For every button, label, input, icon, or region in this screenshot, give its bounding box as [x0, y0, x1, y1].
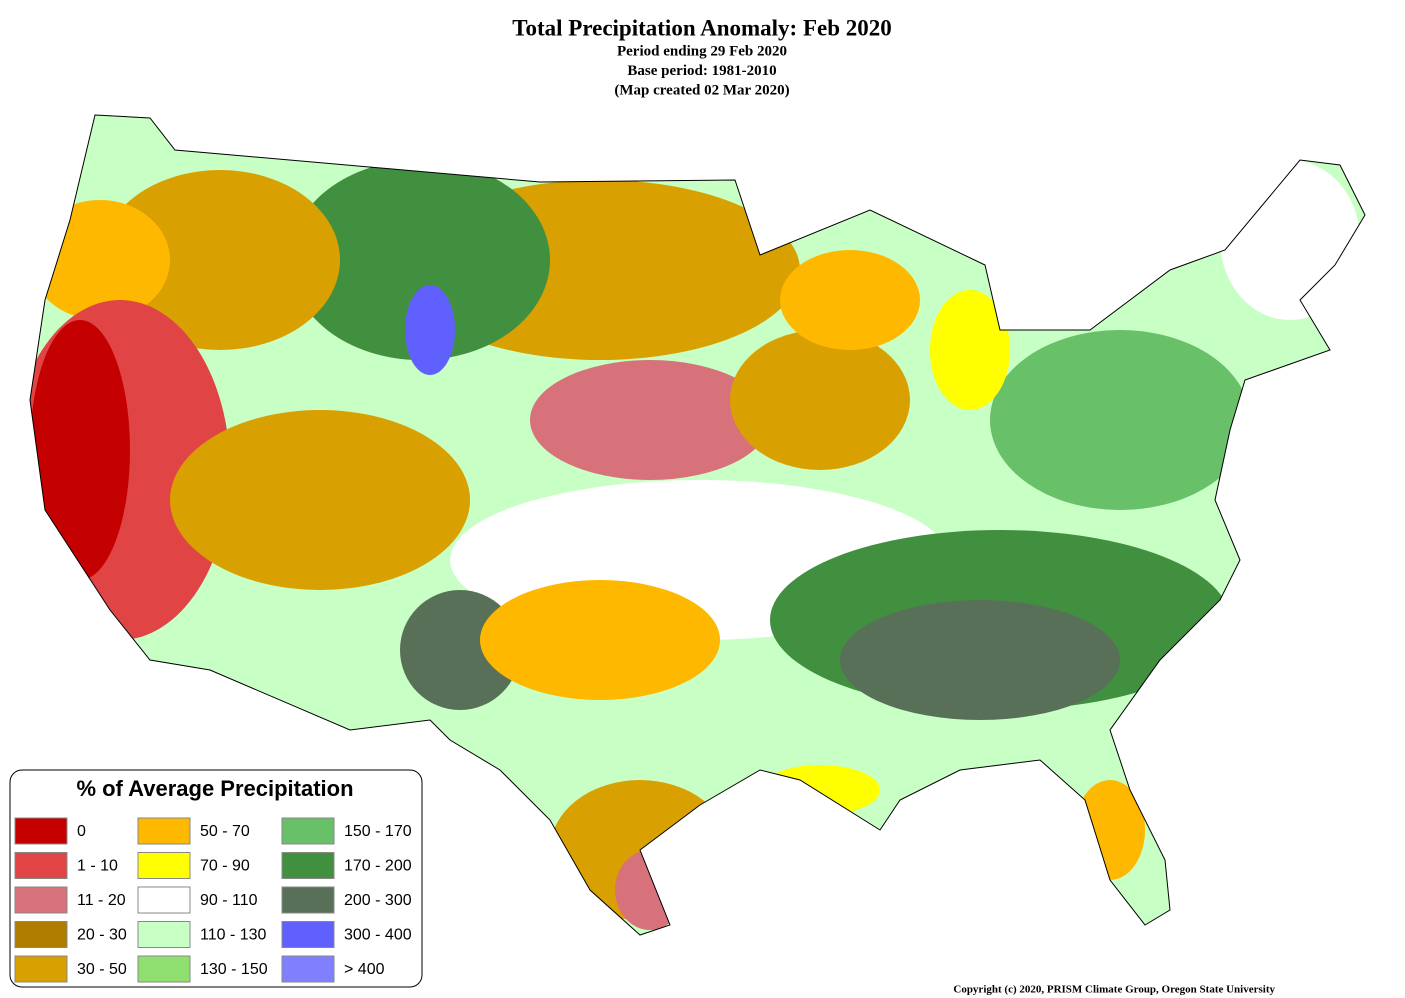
legend-swatch	[137, 852, 191, 879]
title: Total Precipitation Anomaly: Feb 2020	[512, 15, 892, 40]
legend-swatch	[281, 921, 335, 948]
legend-title: % of Average Precipitation	[76, 776, 353, 801]
legend-label: 170 - 200	[344, 858, 412, 875]
legend-label: 200 - 300	[344, 892, 412, 909]
legend-swatch	[281, 817, 335, 845]
legend-swatch	[281, 886, 335, 914]
legend-label: 300 - 400	[344, 927, 412, 944]
legend-label: 0	[77, 823, 86, 840]
legend-box	[9, 769, 423, 988]
legend-swatch	[14, 852, 68, 879]
legend-swatch	[281, 852, 335, 879]
legend-swatch	[14, 886, 68, 914]
legend-swatch	[137, 955, 191, 983]
legend-swatch	[14, 817, 68, 845]
legend-swatch	[137, 817, 191, 845]
legend-label: 30 - 50	[77, 961, 127, 978]
legend-label: 70 - 90	[200, 858, 250, 875]
subtitle: Period ending 29 Feb 2020	[617, 43, 787, 59]
legend-label: 50 - 70	[200, 823, 250, 840]
legend-label: 20 - 30	[77, 927, 127, 944]
legend-label: 90 - 110	[200, 892, 258, 909]
legend-swatch	[281, 955, 335, 983]
legend-swatch	[137, 886, 191, 914]
legend-label: 11 - 20	[77, 892, 126, 909]
legend-label: 150 - 170	[344, 823, 412, 840]
subtitle: (Map created 02 Mar 2020)	[614, 82, 789, 98]
legend-label: > 400	[344, 961, 385, 978]
copyright: Copyright (c) 2020, PRISM Climate Group,…	[953, 984, 1275, 996]
subtitle: Base period: 1981-2010	[627, 63, 776, 79]
legend-label: 1 - 10	[77, 858, 118, 875]
legend-swatch	[14, 921, 68, 948]
legend-swatch	[137, 921, 191, 948]
legend-swatch	[14, 955, 68, 983]
legend-label: 110 - 130	[200, 927, 267, 944]
legend-label: 130 - 150	[200, 961, 268, 978]
